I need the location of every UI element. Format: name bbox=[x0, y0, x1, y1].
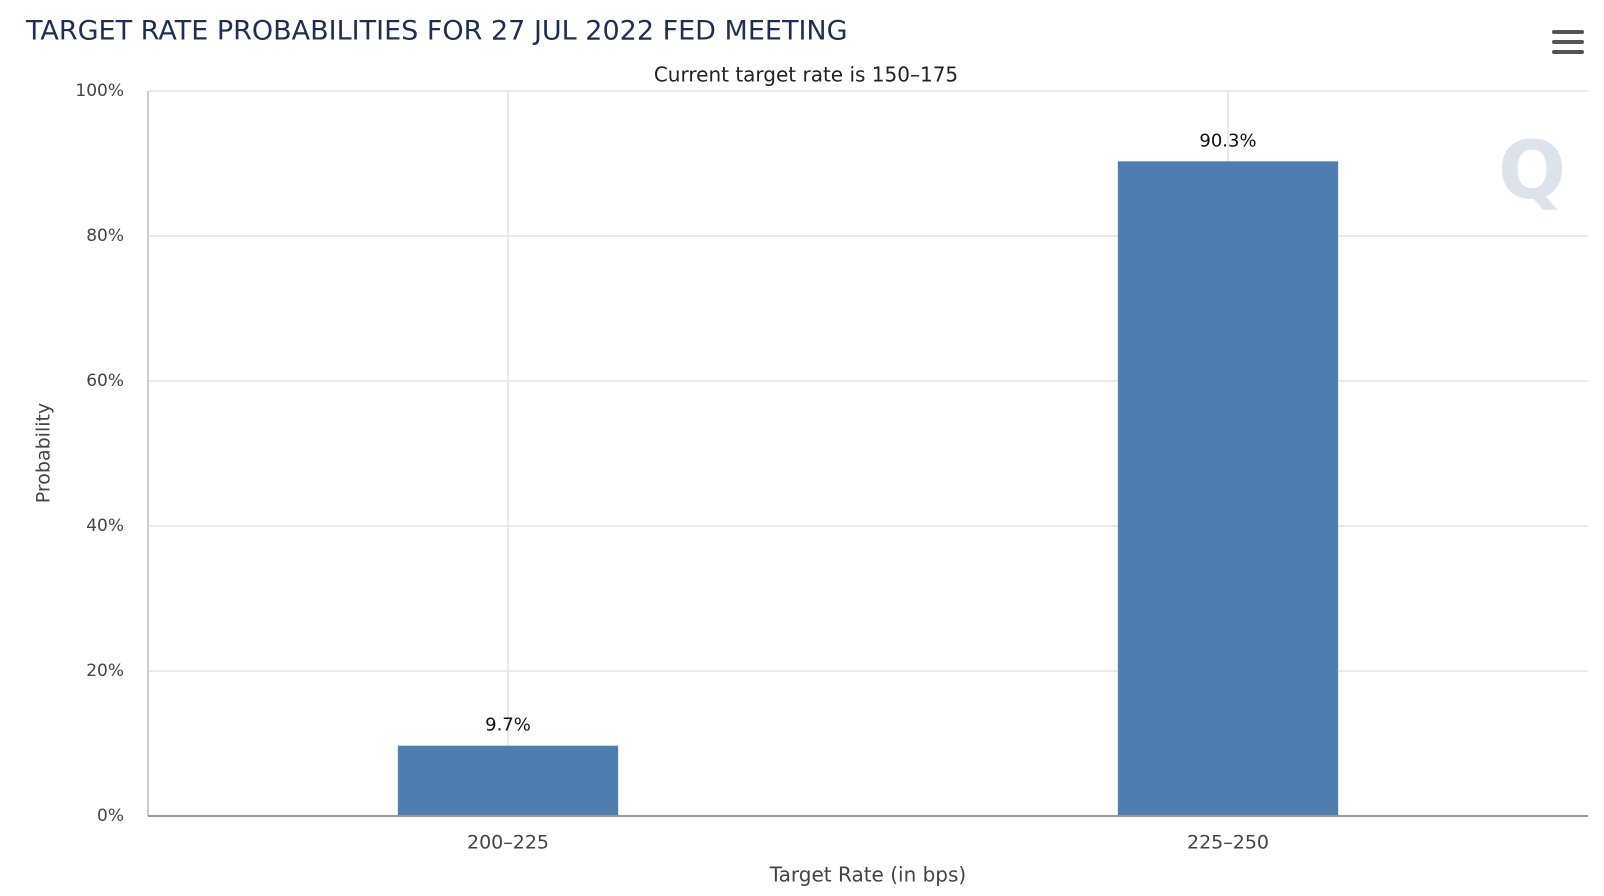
data-label: 90.3% bbox=[1199, 130, 1256, 151]
y-tick-label: 100% bbox=[75, 81, 124, 101]
menu-button[interactable] bbox=[1552, 30, 1584, 54]
y-tick-label: 60% bbox=[86, 371, 124, 391]
y-axis-label: Probability bbox=[33, 403, 55, 503]
x-tick-label: 200–225 bbox=[467, 832, 549, 854]
menu-bar bbox=[1552, 40, 1584, 44]
chart-subtitle: Current target rate is 150–175 bbox=[654, 63, 958, 87]
menu-bar bbox=[1552, 50, 1584, 54]
y-tick-label: 20% bbox=[86, 661, 124, 681]
bar bbox=[397, 745, 619, 816]
y-tick-label: 80% bbox=[86, 226, 124, 246]
chart-title: TARGET RATE PROBABILITIES FOR 27 JUL 202… bbox=[25, 16, 848, 47]
x-axis-label: Target Rate (in bps) bbox=[769, 863, 966, 887]
logo: Q bbox=[1498, 124, 1566, 217]
menu-bar bbox=[1552, 30, 1584, 34]
data-label: 9.7% bbox=[485, 715, 531, 736]
x-tick-label: 225–250 bbox=[1187, 832, 1269, 854]
y-tick-label: 40% bbox=[86, 516, 124, 536]
bar bbox=[1117, 161, 1339, 816]
y-tick-label: 0% bbox=[97, 806, 124, 826]
